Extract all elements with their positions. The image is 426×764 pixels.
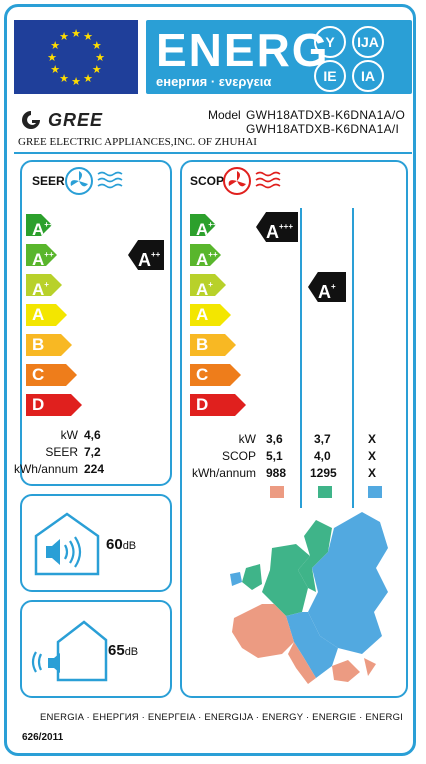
brand-name: GREE	[48, 110, 104, 130]
cooling-class-bar: A	[26, 304, 67, 326]
cooling-class-bar: C	[26, 364, 77, 386]
seer-label: SEER	[32, 174, 65, 188]
average-zone-swatch	[318, 486, 332, 498]
cooling-fan-icon	[65, 167, 123, 195]
eu-star-icon: ★	[47, 52, 57, 64]
outdoor-noise-panel: 65dB	[20, 600, 172, 698]
eu-star-icon: ★	[59, 73, 69, 85]
cool-seer-label: SEER	[45, 445, 78, 459]
energ-subtitle: енергия · ενεργεια	[156, 74, 272, 89]
outdoor-noise-value: 65dB	[108, 642, 139, 659]
heating-panel: SCOP A+++ A++ A+ A B C D A+++ A+ kW SCOP kWh/a…	[180, 160, 408, 698]
warmer-scop: 5,1	[266, 449, 283, 463]
heat-kw-label: kW	[238, 432, 256, 446]
heating-class-bar: A+++	[190, 214, 216, 236]
eu-flag-icon: ★ ★ ★ ★ ★ ★ ★ ★ ★ ★ ★ ★	[14, 20, 138, 94]
label-frame	[4, 4, 416, 756]
heating-class-bar: C	[190, 364, 241, 386]
scop-label: SCOP	[190, 174, 225, 188]
heating-average-arrow: A+	[308, 272, 346, 302]
divider	[14, 152, 412, 154]
gree-logo-icon	[22, 111, 40, 129]
column-divider-1	[300, 208, 302, 508]
eu-star-icon: ★	[50, 64, 60, 76]
suffix-ia: IA	[352, 60, 384, 92]
colder-zone-swatch	[368, 486, 382, 498]
cooling-class-bar: D	[26, 394, 82, 416]
model-label: Model	[208, 108, 241, 122]
eu-star-icon: ★	[92, 40, 102, 52]
cool-kwh-value: 224	[84, 462, 105, 476]
cooling-class-bar: A+	[26, 274, 62, 296]
indoor-noise-panel: 60dB	[20, 494, 172, 592]
model-outdoor: GWH18ATDXB-K6DNA1A/O	[246, 108, 406, 122]
cooling-panel: SEER A+++ A++ A+ A B C D A++ kW 4,6 SEER 7,2 k…	[14, 160, 172, 486]
cool-kw-label: kW	[60, 428, 78, 442]
colder-kwh: X	[368, 466, 377, 480]
eu-star-icon: ★	[83, 31, 93, 43]
colder-kw: X	[368, 432, 377, 446]
energ-title: ENERG	[156, 24, 330, 76]
suffix-y: Y	[314, 26, 346, 58]
cool-seer-value: 7,2	[84, 445, 101, 459]
column-divider-2	[352, 208, 354, 508]
brand-logo: GREE	[18, 110, 102, 135]
cooling-class-bar: A++	[26, 244, 57, 266]
model-indoor: GWH18ATDXB-K6DNA1A/I	[246, 122, 400, 136]
suffix-ie: IE	[314, 60, 346, 92]
regulation-number: 626/2011	[22, 732, 64, 743]
europe-climate-map-icon	[230, 512, 388, 684]
eu-star-icon: ★	[83, 73, 93, 85]
energy-header: ENERG енергия · ενεργεια Y IJA IE IA	[146, 20, 412, 94]
cooling-class-arrow: A++	[128, 240, 164, 270]
heating-class-bar: A	[190, 304, 231, 326]
cooling-class-bar: A+++	[26, 214, 52, 236]
eu-star-icon: ★	[95, 52, 105, 64]
average-scop: 4,0	[314, 449, 331, 463]
average-kwh: 1295	[310, 466, 337, 480]
average-kw: 3,7	[314, 432, 331, 446]
eu-star-icon: ★	[92, 64, 102, 76]
heat-scop-label: SCOP	[221, 449, 256, 463]
heating-class-bar: A++	[190, 244, 221, 266]
heating-fan-icon	[223, 167, 281, 195]
heat-kwh-label: kWh/annum	[191, 466, 256, 480]
indoor-unit-house-icon	[34, 512, 100, 576]
heating-class-bar: D	[190, 394, 246, 416]
cool-kw-value: 4,6	[84, 428, 101, 442]
company-name: GREE ELECTRIC APPLIANCES,INC. OF ZHUHAI	[18, 136, 257, 148]
eu-star-icon: ★	[59, 31, 69, 43]
suffix-ija: IJA	[352, 26, 384, 58]
warmer-kw: 3,6	[266, 432, 283, 446]
cool-kwh-label: kWh/annum	[13, 462, 78, 476]
colder-scop: X	[368, 449, 377, 463]
eu-star-icon: ★	[71, 28, 81, 40]
heating-warmer-arrow: A+++	[256, 212, 298, 242]
indoor-noise-value: 60dB	[106, 536, 137, 553]
outdoor-unit-house-icon	[31, 620, 108, 682]
cooling-class-bar: B	[26, 334, 72, 356]
eu-star-icon: ★	[71, 76, 81, 88]
warmer-zone-swatch	[270, 486, 284, 498]
heating-class-bar: A+	[190, 274, 226, 296]
heating-class-bar: B	[190, 334, 236, 356]
eu-star-icon: ★	[50, 40, 60, 52]
warmer-kwh: 988	[266, 466, 287, 480]
languages-footer: ENERGIA · ЕНЕРГИЯ · ΕΝΕΡΓΕΙΑ · ENERGIJA …	[40, 712, 403, 723]
